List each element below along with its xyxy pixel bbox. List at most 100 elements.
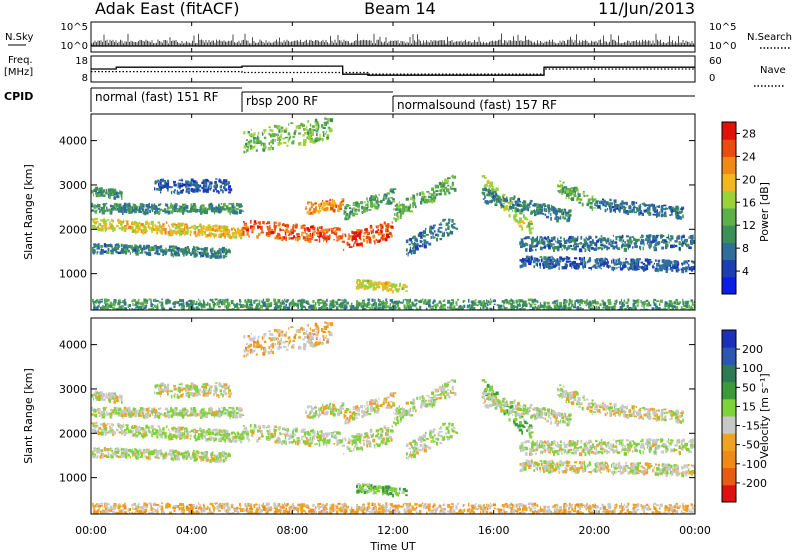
heatmap-cell [228,191,231,194]
heatmap-cell [133,229,135,233]
heatmap-cell [212,208,215,213]
heatmap-cell [473,301,477,303]
heatmap-cell [618,239,620,241]
heatmap-cell [344,206,347,210]
heatmap-cell [407,252,409,257]
heatmap-cell [573,239,576,242]
heatmap-cell [590,242,593,247]
heatmap-cell [168,186,171,188]
heatmap-cell [529,220,533,223]
heatmap-cell [577,263,579,267]
heatmap-cell [652,206,656,210]
heatmap-cell [648,301,650,305]
heatmap-cell [595,307,598,310]
heatmap-cell [679,308,682,310]
heatmap-cell [190,182,193,187]
heatmap-cell [359,286,362,289]
heatmap-cell [341,203,345,206]
heatmap-cell [269,129,272,132]
heatmap-cell [164,230,167,235]
heatmap-cell [165,221,168,224]
heatmap-cell [321,299,324,304]
heatmap-cell [135,252,139,256]
heatmap-cell [543,207,546,212]
heatmap-cell [140,248,143,251]
heatmap-cell [202,225,205,229]
heatmap-cell [290,228,292,233]
heatmap-cell [645,234,649,238]
heatmap-cell [234,235,238,239]
heatmap-cell [447,177,451,179]
heatmap-cell [159,208,163,211]
heatmap-cell [222,203,226,207]
heatmap-cell [553,258,555,263]
heatmap-cell [173,230,177,234]
heatmap-cell [559,243,562,247]
heatmap-cell [217,227,220,231]
heatmap-cell [381,304,385,309]
heatmap-cell [687,260,690,262]
heatmap-cell [646,303,650,307]
heatmap-cell [534,212,536,217]
heatmap-cell [672,264,675,267]
heatmap-cell [439,238,443,241]
heatmap-cell [200,211,203,215]
heatmap-cell [372,195,375,199]
heatmap-cell [303,139,307,143]
heatmap-cell [167,179,170,183]
heatmap-cell [628,268,630,272]
heatmap-cell [401,302,404,304]
heatmap-cell [397,205,401,209]
heatmap-cell [308,239,312,243]
heatmap-cell [422,298,424,301]
heatmap-cell [359,280,362,285]
heatmap-cell [559,304,563,308]
heatmap-cell [602,261,606,266]
heatmap-cell [492,189,494,193]
heatmap-cell [661,246,665,250]
heatmap-cell [622,202,625,205]
heatmap-cell [270,228,274,231]
heatmap-cell [92,251,95,255]
heatmap-cell [599,258,601,263]
heatmap-cell [671,208,673,213]
heatmap-cell [478,302,480,306]
heatmap-cell [632,209,635,212]
heatmap-cell [394,300,397,304]
heatmap-cell [232,232,234,236]
heatmap-cell [125,208,128,212]
heatmap-cell [510,298,512,302]
heatmap-cell [686,262,689,265]
heatmap-cell [503,207,506,212]
heatmap-cell [219,255,222,259]
heatmap-cell [347,216,350,221]
heatmap-cell [219,233,223,237]
heatmap-cell [117,208,120,211]
heatmap-cell [141,208,144,212]
heatmap-cell [301,310,302,314]
heatmap-cell [433,191,436,194]
heatmap-cell [121,305,124,308]
heatmap-cell [423,242,426,245]
heatmap-cell [99,191,102,193]
heatmap-cell [364,307,367,310]
heatmap-cell [207,224,211,227]
heatmap-cell [103,243,107,247]
heatmap-cell [167,210,171,215]
heatmap-cell [167,299,171,304]
heatmap-cell [608,242,611,246]
heatmap-cell [208,183,211,188]
heatmap-cell [301,233,303,237]
heatmap-cell [356,205,360,208]
heatmap-cell [205,190,209,193]
heatmap-cell [126,204,128,208]
heatmap-cell [364,207,369,210]
heatmap-cell [150,220,154,225]
heatmap-cell [528,228,532,232]
heatmap-cell [339,201,341,204]
heatmap-cell [677,262,680,266]
heatmap-cell [212,225,216,228]
heatmap-cell [281,237,284,242]
heatmap-cell [522,307,526,310]
heatmap-cell [548,244,551,249]
